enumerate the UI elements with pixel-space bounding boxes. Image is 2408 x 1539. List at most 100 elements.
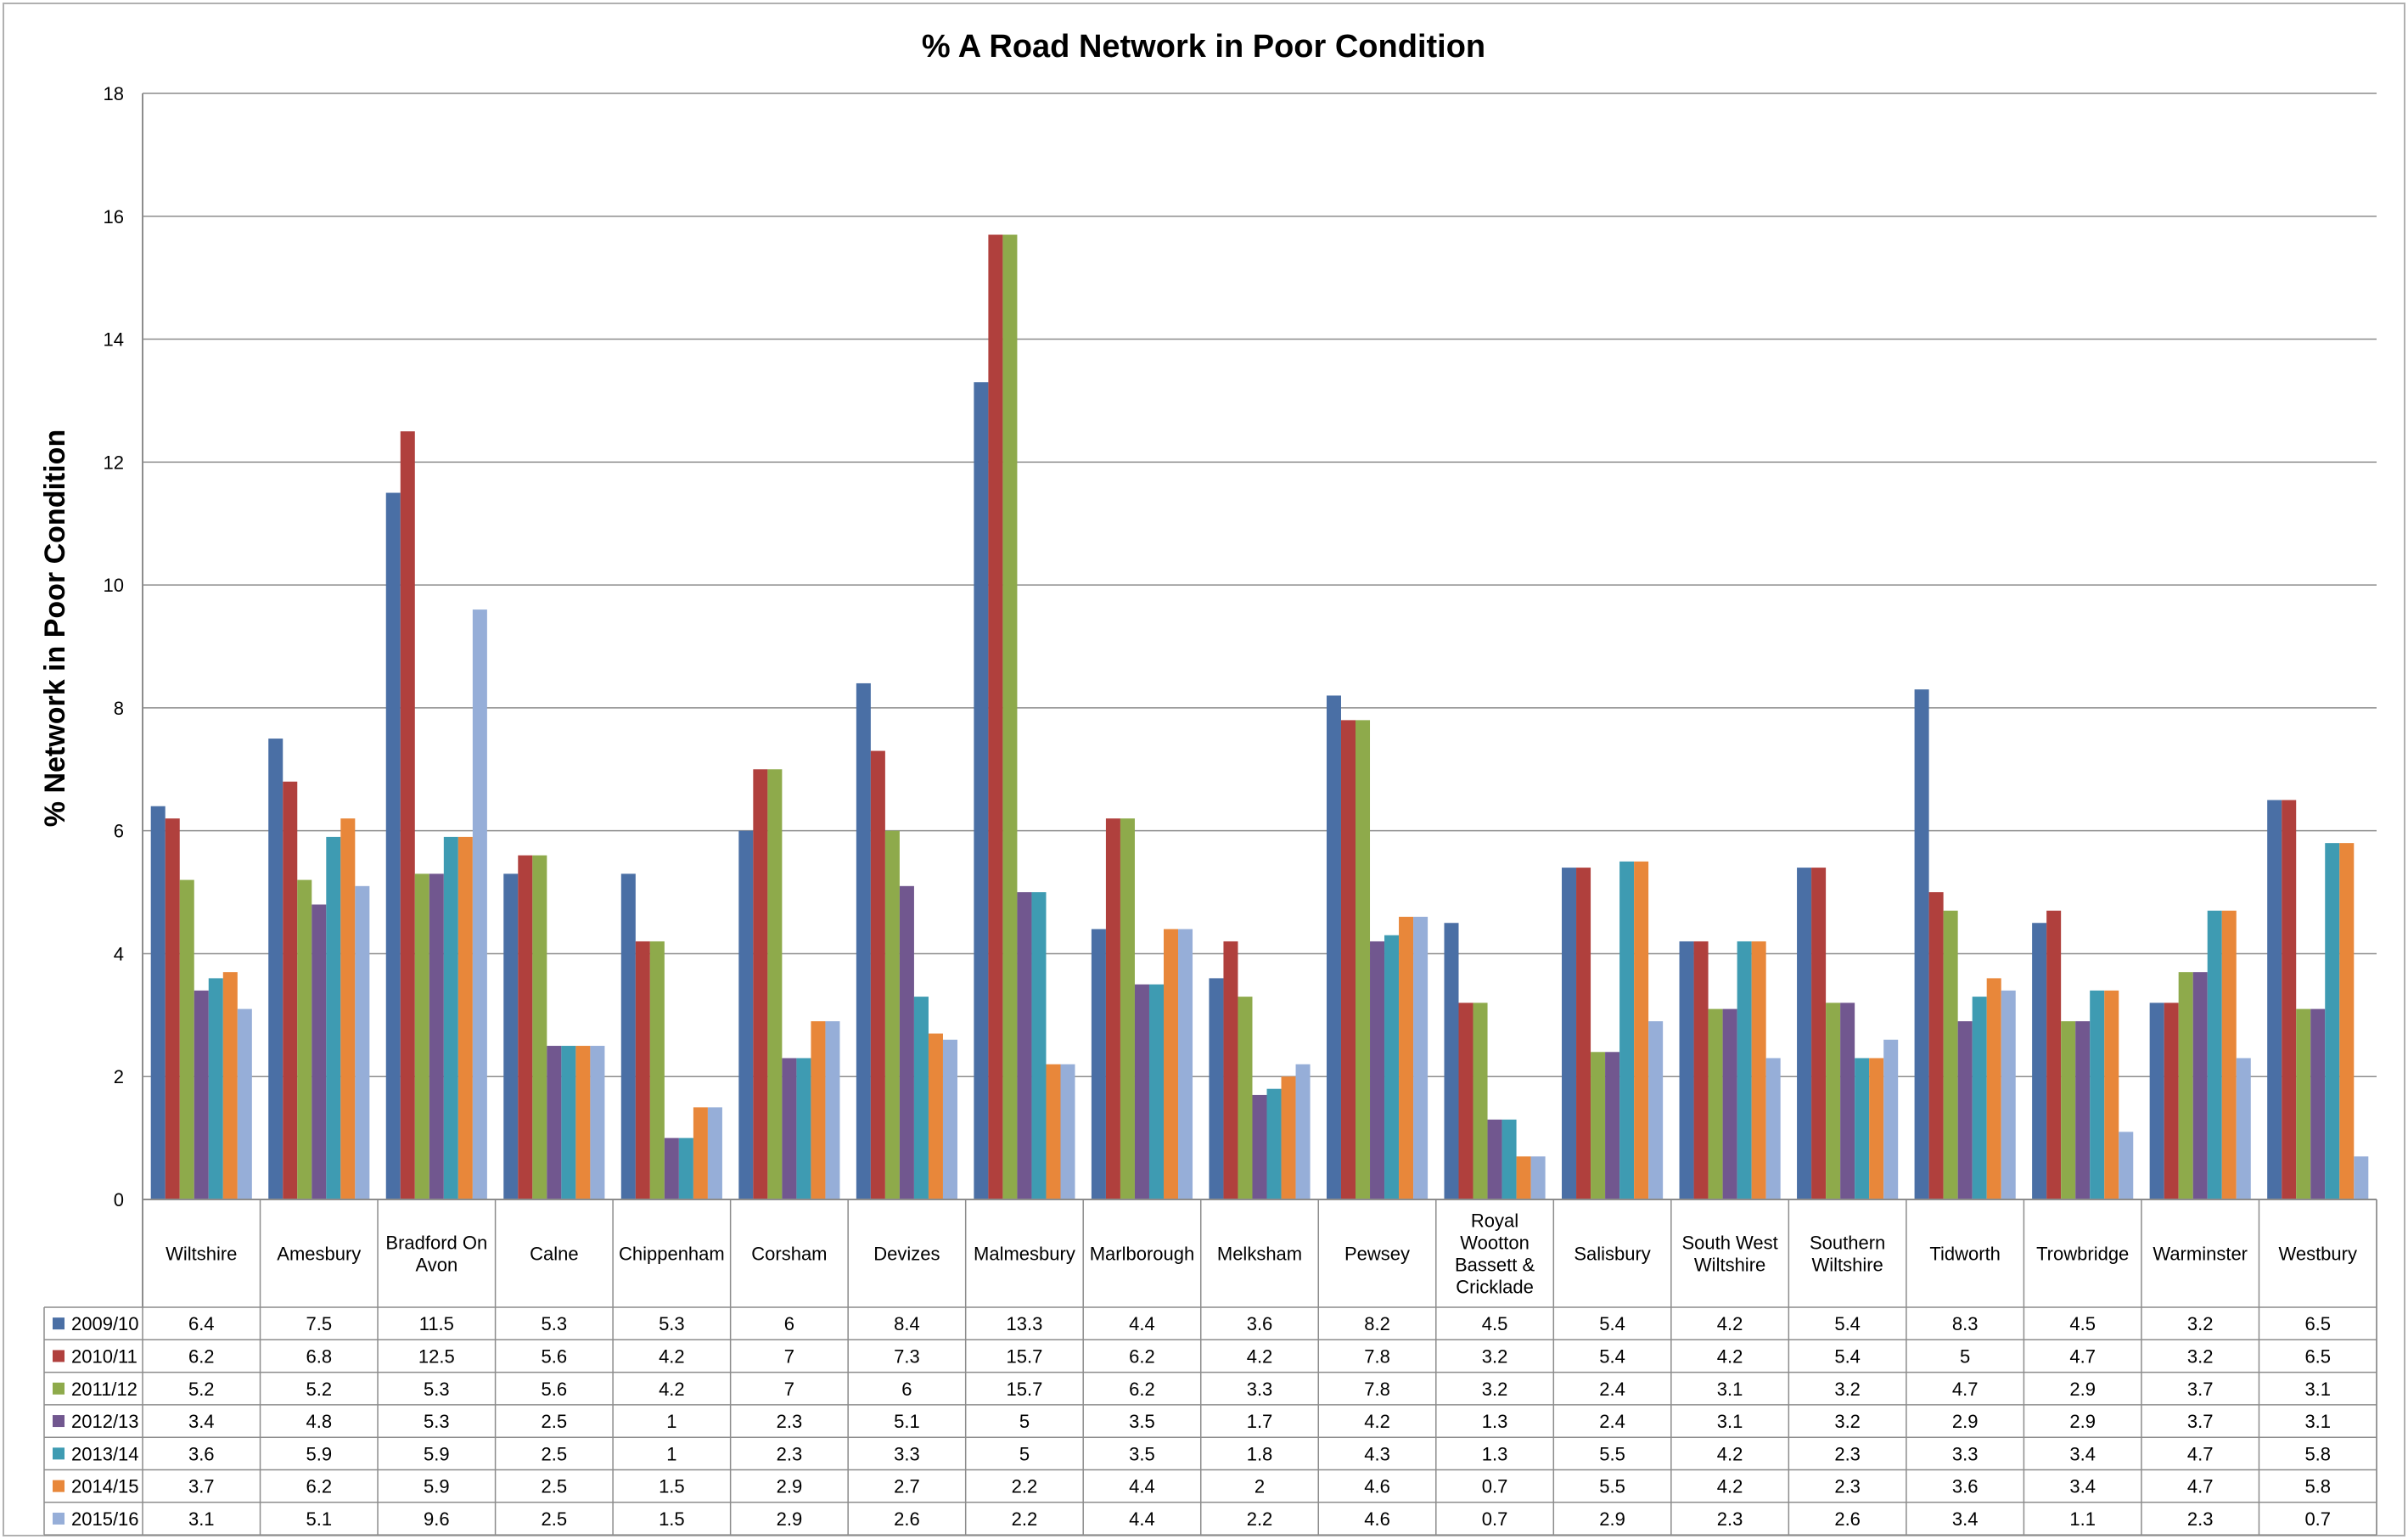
bar-2015-16 bbox=[1060, 1064, 1075, 1199]
bar-2013-14 bbox=[1619, 861, 1635, 1199]
data-label: 5.3 bbox=[542, 1313, 568, 1334]
data-label: 2.5 bbox=[542, 1443, 568, 1464]
data-label: 5.3 bbox=[424, 1379, 450, 1400]
bar-2010-11 bbox=[988, 234, 1003, 1200]
bar-2010-11 bbox=[2282, 800, 2297, 1199]
bar-2009-10 bbox=[268, 739, 283, 1199]
bar-2014-15 bbox=[1399, 917, 1414, 1199]
bar-2009-10 bbox=[385, 492, 401, 1199]
data-label: 5.4 bbox=[1599, 1345, 1625, 1367]
bar-2012-13 bbox=[1840, 1003, 1855, 1199]
data-label: 2.4 bbox=[1599, 1411, 1625, 1432]
bar-2011-12 bbox=[2296, 1008, 2311, 1199]
legend-label: 2015/16 bbox=[71, 1508, 139, 1530]
data-label: 3.2 bbox=[2187, 1313, 2214, 1334]
data-label: 3.1 bbox=[2304, 1411, 2331, 1432]
data-label: 11.5 bbox=[419, 1313, 454, 1334]
bar-2010-11 bbox=[2164, 1003, 2179, 1199]
data-label: 4.2 bbox=[1717, 1476, 1743, 1497]
data-label: 2.9 bbox=[1599, 1508, 1625, 1530]
category-label: Calne bbox=[530, 1244, 578, 1265]
data-label: 6 bbox=[901, 1379, 912, 1400]
data-label: 4.5 bbox=[2069, 1313, 2096, 1334]
category-label: Avon bbox=[415, 1255, 457, 1276]
data-label: 2.3 bbox=[1834, 1443, 1861, 1464]
data-label: 3.6 bbox=[1247, 1313, 1273, 1334]
data-label: 2.5 bbox=[542, 1411, 568, 1432]
bar-2012-13 bbox=[664, 1137, 679, 1199]
bar-2014-15 bbox=[2104, 990, 2119, 1199]
bar-2011-12 bbox=[1002, 234, 1018, 1200]
legend-label: 2011/12 bbox=[71, 1379, 138, 1400]
data-label: 6.5 bbox=[2304, 1345, 2331, 1367]
data-label: 5.4 bbox=[1599, 1313, 1625, 1334]
data-label: 7 bbox=[784, 1345, 794, 1367]
category-label: Chippenham bbox=[619, 1244, 725, 1265]
data-label: 7.5 bbox=[306, 1313, 332, 1334]
bar-2013-14 bbox=[1031, 892, 1047, 1199]
bar-2012-13 bbox=[1134, 984, 1149, 1199]
data-label: 5.8 bbox=[2304, 1476, 2331, 1497]
bar-2015-16 bbox=[707, 1107, 722, 1199]
bar-2009-10 bbox=[1209, 978, 1224, 1199]
bar-2012-13 bbox=[429, 873, 444, 1199]
y-tick-label: 6 bbox=[114, 821, 124, 842]
category-label: Salisbury bbox=[1574, 1244, 1650, 1265]
data-label: 1.1 bbox=[2069, 1508, 2096, 1530]
bar-2015-16 bbox=[1178, 929, 1193, 1199]
category-label: Warminster bbox=[2153, 1244, 2248, 1265]
data-label: 2.3 bbox=[777, 1411, 803, 1432]
bar-2010-11 bbox=[2046, 910, 2062, 1199]
bar-2013-14 bbox=[1266, 1088, 1282, 1199]
data-label: 1.3 bbox=[1482, 1443, 1508, 1464]
bar-2014-15 bbox=[1869, 1058, 1884, 1199]
data-label: 2.4 bbox=[1599, 1379, 1625, 1400]
data-label: 5.3 bbox=[424, 1411, 450, 1432]
bar-2013-14 bbox=[1855, 1058, 1870, 1199]
bar-2009-10 bbox=[1326, 695, 1341, 1199]
data-label: 6.8 bbox=[306, 1345, 332, 1367]
data-label: 5.1 bbox=[306, 1508, 332, 1530]
category-label: Southern bbox=[1810, 1233, 1885, 1254]
axes: 0 2 4 6 8 10 12 14 16 18 bbox=[104, 83, 143, 1307]
bar-2010-11 bbox=[283, 781, 298, 1199]
data-label: 5.9 bbox=[424, 1443, 450, 1464]
y-tick-label: 16 bbox=[104, 206, 124, 227]
bar-2013-14 bbox=[443, 836, 458, 1199]
data-label: 8.3 bbox=[1952, 1313, 1979, 1334]
data-label: 3.3 bbox=[1952, 1443, 1979, 1464]
data-label: 1 bbox=[666, 1411, 676, 1432]
bar-2010-11 bbox=[1576, 868, 1591, 1199]
bar-2011-12 bbox=[649, 941, 665, 1199]
bar-2009-10 bbox=[1679, 941, 1694, 1199]
data-label: 5.4 bbox=[1834, 1345, 1861, 1367]
category-label: Wiltshire bbox=[1811, 1255, 1883, 1276]
bar-2013-14 bbox=[2207, 910, 2222, 1199]
data-label: 3.6 bbox=[188, 1443, 215, 1464]
bar-2015-16 bbox=[2119, 1132, 2134, 1199]
legend-swatch bbox=[53, 1415, 65, 1428]
bar-2013-14 bbox=[2090, 990, 2105, 1199]
data-label: 3.2 bbox=[1482, 1345, 1508, 1367]
bar-2014-15 bbox=[1751, 941, 1766, 1199]
bar-2013-14 bbox=[2325, 843, 2340, 1199]
data-label: 5.9 bbox=[424, 1476, 450, 1497]
bar-2010-11 bbox=[1105, 818, 1120, 1199]
bar-2011-12 bbox=[1120, 818, 1135, 1199]
data-label: 6.5 bbox=[2304, 1313, 2331, 1334]
data-label: 3.5 bbox=[1129, 1443, 1155, 1464]
data-label: 5 bbox=[1019, 1411, 1030, 1432]
data-label: 2.5 bbox=[542, 1476, 568, 1497]
bar-2014-15 bbox=[340, 818, 356, 1199]
category-label: Bassett & bbox=[1455, 1255, 1535, 1276]
bar-2012-13 bbox=[1487, 1119, 1502, 1199]
legend-label: 2012/13 bbox=[71, 1411, 139, 1432]
data-label: 3.1 bbox=[188, 1508, 215, 1530]
bar-2009-10 bbox=[620, 873, 636, 1199]
data-label: 8.2 bbox=[1364, 1313, 1390, 1334]
bar-2009-10 bbox=[856, 682, 871, 1199]
category-label: Wootton bbox=[1460, 1233, 1530, 1254]
data-label: 4.2 bbox=[1717, 1443, 1743, 1464]
data-label: 5.2 bbox=[306, 1379, 332, 1400]
bar-2015-16 bbox=[1530, 1156, 1546, 1199]
